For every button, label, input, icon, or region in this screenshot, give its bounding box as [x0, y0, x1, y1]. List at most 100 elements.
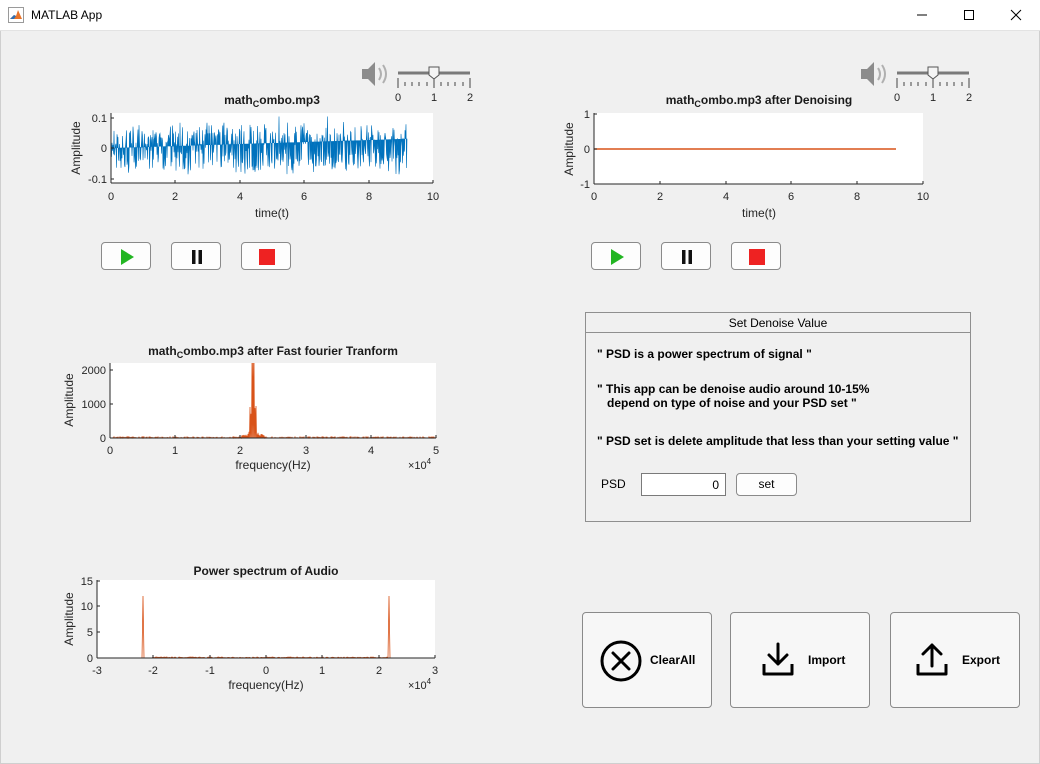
svg-text:5: 5 — [433, 445, 439, 457]
clear-all-button[interactable]: ClearAll — [582, 612, 712, 708]
svg-text:-1: -1 — [580, 179, 590, 191]
svg-text:1000: 1000 — [82, 399, 106, 411]
svg-text:2000: 2000 — [82, 365, 106, 377]
x-axis-label: time(t) — [742, 206, 776, 220]
export-button[interactable]: Export — [890, 612, 1020, 708]
svg-text:-3: -3 — [92, 665, 102, 677]
speaker-icon — [861, 62, 886, 86]
close-window-button[interactable] — [993, 0, 1039, 31]
svg-text:0.1: 0.1 — [92, 113, 107, 125]
panel-text-2: " This app can be denoise audio around 1… — [597, 382, 870, 410]
play-denoised-button[interactable] — [591, 242, 641, 270]
svg-text:1: 1 — [584, 109, 590, 121]
svg-text:3: 3 — [303, 445, 309, 457]
export-label: Export — [962, 653, 1001, 667]
window-title: MATLAB App — [31, 8, 103, 22]
x-exponent: ×104 — [408, 457, 432, 472]
import-label: Import — [808, 653, 846, 667]
psd-input[interactable] — [641, 473, 726, 496]
svg-text:0: 0 — [87, 653, 93, 665]
svg-text:2: 2 — [467, 92, 473, 104]
stop-denoised-button[interactable] — [731, 242, 781, 270]
stop-icon — [749, 249, 765, 265]
x-axis-label: frequency(Hz) — [235, 458, 310, 472]
svg-text:2: 2 — [657, 191, 663, 203]
pause-denoised-button[interactable] — [661, 242, 711, 270]
svg-text:0: 0 — [101, 143, 107, 155]
plot-original-signal[interactable]: mathCombo.mp3 0 2 4 6 8 10 0.1 0 -0.1 ti… — [60, 88, 450, 228]
svg-text:2: 2 — [376, 665, 382, 677]
plot-title: mathCombo.mp3 — [224, 93, 320, 109]
panel-text-1: " PSD is a power spectrum of signal " — [597, 347, 812, 361]
download-icon — [762, 642, 794, 676]
svg-text:-2: -2 — [148, 665, 158, 677]
slider-thumb[interactable] — [927, 66, 939, 80]
svg-text:8: 8 — [854, 191, 860, 203]
y-axis-label: Amplitude — [69, 121, 83, 175]
denoise-panel: Set Denoise Value " PSD is a power spect… — [585, 312, 971, 522]
maximize-icon — [964, 10, 974, 20]
volume-control-denoised[interactable]: 0 1 2 — [857, 58, 972, 106]
plot-fft[interactable]: mathCombo.mp3 after Fast fourier Tranfor… — [60, 338, 450, 478]
import-button[interactable]: Import — [730, 612, 870, 708]
svg-text:1: 1 — [930, 92, 936, 104]
plot-title: mathCombo.mp3 after Fast fourier Tranfor… — [148, 344, 398, 360]
slider-thumb[interactable] — [428, 66, 440, 80]
play-original-button[interactable] — [101, 242, 151, 270]
svg-text:8: 8 — [366, 191, 372, 203]
plot-power-spectrum[interactable]: Power spectrum of Audio -3 -2 -1 0 1 2 3… — [60, 555, 450, 695]
svg-text:0: 0 — [395, 92, 401, 104]
minimize-icon — [917, 14, 927, 16]
matlab-logo-icon — [8, 7, 24, 23]
close-icon — [1010, 9, 1022, 21]
speaker-icon — [362, 62, 387, 86]
pause-icon — [192, 250, 202, 264]
volume-control-original[interactable]: 0 1 2 — [358, 58, 473, 106]
svg-text:4: 4 — [237, 191, 243, 203]
x-axis-label: frequency(Hz) — [228, 678, 303, 692]
pause-original-button[interactable] — [171, 242, 221, 270]
clear-circle-x-icon — [600, 640, 642, 682]
svg-text:10: 10 — [81, 601, 93, 613]
plot-title: Power spectrum of Audio — [194, 564, 339, 578]
svg-text:0: 0 — [108, 191, 114, 203]
svg-text:4: 4 — [368, 445, 374, 457]
panel-text-3: " PSD set is delete amplitude that less … — [597, 434, 959, 448]
maximize-button[interactable] — [946, 0, 992, 31]
svg-text:4: 4 — [723, 191, 729, 203]
svg-text:0: 0 — [584, 144, 590, 156]
svg-text:0: 0 — [100, 433, 106, 445]
svg-text:2: 2 — [172, 191, 178, 203]
y-axis-label: Amplitude — [62, 592, 76, 646]
axes-background — [110, 363, 436, 438]
svg-text:2: 2 — [966, 92, 972, 104]
svg-text:1: 1 — [172, 445, 178, 457]
svg-text:6: 6 — [301, 191, 307, 203]
pause-icon — [682, 250, 692, 264]
stop-original-button[interactable] — [241, 242, 291, 270]
clear-all-label: ClearAll — [650, 653, 696, 667]
axes-background — [97, 580, 435, 658]
svg-text:5: 5 — [87, 627, 93, 639]
volume-slider-original[interactable]: 0 1 2 — [358, 58, 473, 106]
upload-icon — [916, 643, 948, 676]
svg-text:0: 0 — [894, 92, 900, 104]
plot-title: mathCombo.mp3 after Denoising — [666, 93, 853, 109]
y-axis-label: Amplitude — [62, 373, 76, 427]
svg-text:-1: -1 — [205, 665, 215, 677]
x-exponent: ×104 — [408, 677, 432, 692]
play-icon — [121, 249, 134, 265]
x-axis-label: time(t) — [255, 206, 289, 220]
svg-text:10: 10 — [427, 191, 439, 203]
svg-text:0: 0 — [107, 445, 113, 457]
set-button[interactable]: set — [736, 473, 797, 496]
svg-text:1: 1 — [319, 665, 325, 677]
svg-text:0: 0 — [591, 191, 597, 203]
svg-text:15: 15 — [81, 576, 93, 588]
volume-slider-denoised[interactable]: 0 1 2 — [857, 58, 972, 106]
title-bar: MATLAB App — [0, 0, 1040, 31]
plot-denoised-signal[interactable]: mathCombo.mp3 after Denoising 0 2 4 6 8 … — [543, 88, 933, 228]
minimize-button[interactable] — [899, 0, 945, 31]
svg-text:10: 10 — [917, 191, 929, 203]
svg-text:3: 3 — [432, 665, 438, 677]
